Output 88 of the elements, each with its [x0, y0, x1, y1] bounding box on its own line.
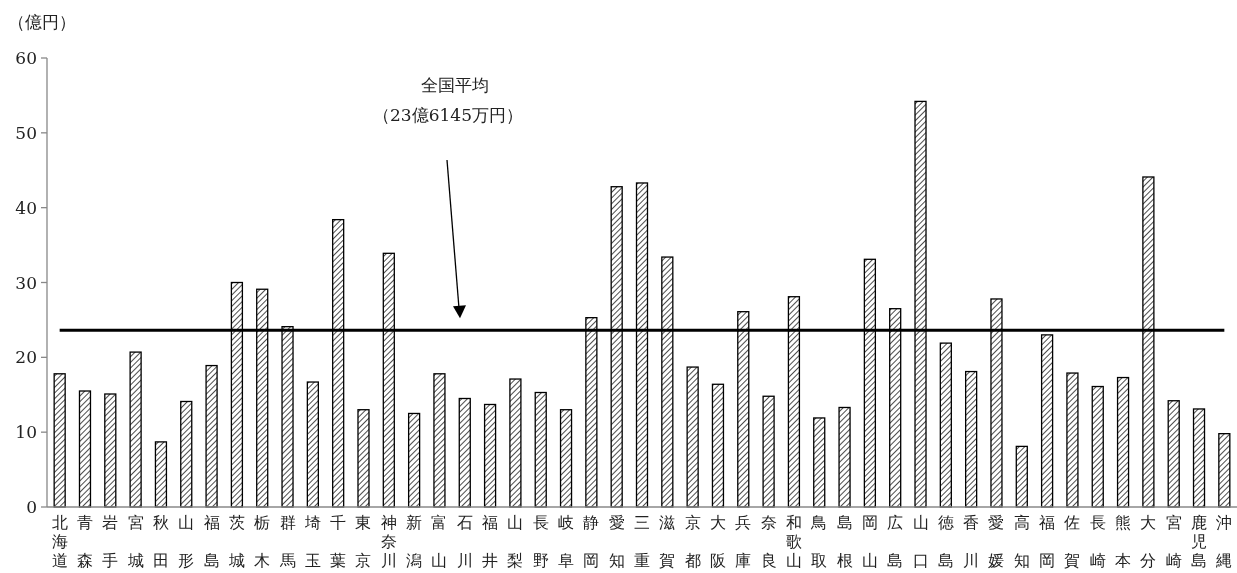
y-tick-label: 30	[15, 272, 37, 293]
y-tick-label: 10	[15, 422, 37, 443]
bar	[180, 400, 193, 508]
x-tick-label: 青森	[76, 513, 93, 570]
x-tick-label: 沖縄	[1215, 513, 1233, 570]
x-tick-label: 長野	[532, 513, 549, 570]
bar	[458, 397, 471, 508]
x-tick-label: 鹿児島	[1191, 513, 1208, 570]
x-tick-label: 島根	[836, 513, 853, 570]
x-tick-label: 茨城	[227, 513, 245, 570]
x-tick-label: 和歌山	[785, 513, 802, 570]
x-tick-label: 宮城	[126, 513, 144, 570]
bar	[686, 366, 699, 508]
x-tick-label: 奈良	[760, 513, 777, 570]
bar	[1116, 376, 1130, 508]
x-tick-label: 長崎	[1089, 513, 1106, 570]
x-tick-label: 富山	[431, 513, 448, 570]
bar	[559, 409, 573, 508]
bar	[154, 441, 168, 508]
bar	[1192, 408, 1206, 508]
bar	[711, 383, 725, 508]
bar	[762, 395, 775, 508]
x-tick-label: 岐阜	[558, 513, 575, 570]
x-tick-label: 福島	[203, 513, 220, 570]
x-tick-label: 京都	[684, 513, 701, 570]
bar	[1066, 372, 1079, 508]
x-tick-label: 山梨	[507, 513, 524, 570]
x-tick-label: 広島	[887, 513, 904, 570]
bar	[1167, 400, 1180, 508]
x-tick-label: 山形	[178, 513, 195, 570]
bar	[407, 412, 421, 508]
x-tick-label: 三重	[634, 513, 650, 570]
x-tick-label: 滋賀	[659, 513, 676, 570]
x-tick-label: 新潟	[406, 513, 423, 570]
x-tick-label: 群馬	[278, 513, 296, 570]
ref-line-label: 全国平均	[421, 75, 489, 95]
bar	[53, 373, 66, 508]
y-axis-title: （億円）	[8, 12, 76, 32]
x-tick-label: 香川	[963, 513, 980, 570]
x-tick-label: 岩手	[102, 513, 119, 570]
x-tick-label: 山口	[912, 513, 929, 570]
bar	[509, 378, 522, 508]
bar	[838, 406, 851, 508]
bar	[205, 364, 218, 508]
x-tick-label: 静岡	[583, 513, 600, 570]
x-tick-label: 佐賀	[1064, 513, 1081, 570]
y-tick-label: 50	[15, 122, 37, 143]
y-tick-label: 0	[26, 497, 37, 517]
x-tick-label: 大阪	[709, 513, 726, 570]
y-tick-label: 40	[15, 197, 37, 218]
y-tick-label: 60	[15, 48, 37, 68]
bar	[1015, 445, 1028, 508]
bar	[306, 381, 319, 508]
x-tick-label: 埼玉	[303, 513, 321, 570]
x-tick-label: 高知	[1013, 513, 1030, 570]
bar	[357, 409, 370, 508]
x-tick-label: 兵庫	[735, 513, 752, 570]
bar	[1218, 433, 1231, 508]
x-tick-label: 熊本	[1115, 513, 1132, 570]
x-tick-label: 北海道	[51, 513, 68, 570]
x-tick-label: 愛知	[608, 513, 625, 570]
bar	[78, 390, 92, 508]
x-tick-label: 千葉	[330, 513, 347, 570]
bar	[104, 393, 117, 508]
x-tick-label: 福井	[482, 513, 499, 570]
x-tick-label: 栃木	[254, 513, 271, 570]
x-tick-label: 東京	[355, 513, 372, 570]
x-tick-label: 大分	[1140, 513, 1157, 570]
bar	[965, 370, 978, 508]
bar	[433, 373, 446, 508]
bar	[129, 351, 142, 508]
x-tick-label: 神奈川	[380, 513, 397, 570]
x-tick-label: 石川	[456, 513, 473, 570]
x-tick-label: 宮崎	[1165, 513, 1182, 570]
x-tick-label: 秋田	[152, 513, 169, 570]
x-tick-label: 鳥取	[810, 513, 828, 570]
bar	[1091, 385, 1104, 508]
bar	[1040, 334, 1054, 508]
x-tick-label: 愛媛	[988, 513, 1005, 570]
bar	[534, 391, 547, 508]
bar	[939, 342, 952, 508]
x-tick-label: 福岡	[1039, 513, 1056, 570]
y-tick-label: 20	[15, 347, 37, 368]
bar	[483, 403, 497, 508]
bar	[813, 417, 826, 508]
annotation: （23億6145万円）	[373, 105, 523, 125]
x-tick-label: 徳島	[937, 513, 954, 570]
x-tick-label: 岡山	[861, 513, 878, 570]
